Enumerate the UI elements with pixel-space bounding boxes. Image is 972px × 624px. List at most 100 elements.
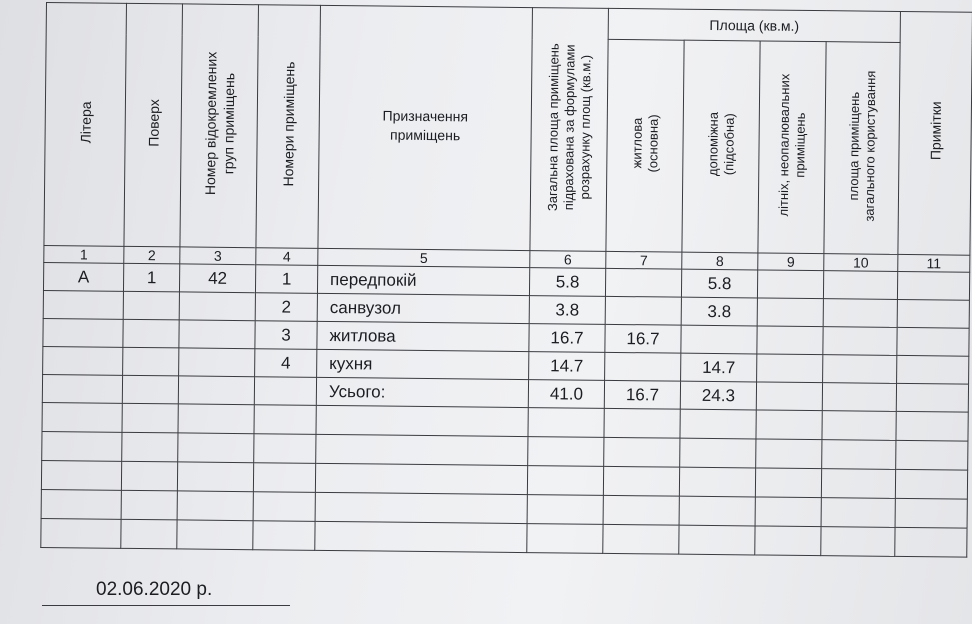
empty-cell <box>755 467 822 498</box>
cell-aux: 5.8 <box>681 269 758 298</box>
cell-total: 5.8 <box>529 267 606 297</box>
cell-total: 14.7 <box>528 351 605 381</box>
column-number: 9 <box>757 252 824 271</box>
empty-cell <box>896 411 969 442</box>
cell-litera <box>43 290 124 320</box>
date-line: 02.06.2020 р. <box>42 575 290 606</box>
header-notes: Примітки <box>897 11 972 256</box>
empty-cell <box>895 469 968 500</box>
empty-cell <box>121 461 178 491</box>
cell-notes <box>896 383 969 413</box>
cell-aux: 14.7 <box>680 353 757 382</box>
empty-cell <box>177 432 254 463</box>
cell-floor <box>122 319 180 348</box>
empty-cell <box>821 439 897 470</box>
empty-cell <box>315 463 528 495</box>
empty-cell <box>679 438 756 468</box>
cell-group <box>178 319 256 349</box>
cell-notes <box>896 355 969 385</box>
empty-cell <box>41 489 122 520</box>
cell-living <box>604 352 681 382</box>
empty-cell <box>821 497 896 528</box>
cell-room: 2 <box>255 292 318 322</box>
empty-cell <box>315 405 529 437</box>
empty-cell <box>315 434 528 466</box>
empty-cell <box>526 523 604 554</box>
cell-total: 16.7 <box>528 323 606 353</box>
empty-cell <box>894 527 968 558</box>
empty-cell <box>527 407 605 438</box>
cell-aux: 3.8 <box>681 297 758 326</box>
empty-cell <box>895 498 968 529</box>
empty-cell <box>603 437 680 468</box>
cell-summer <box>756 381 823 411</box>
header-auxiliary: допоміжна (підсобна) <box>681 40 761 253</box>
empty-cell <box>527 494 604 525</box>
empty-cell <box>42 402 123 433</box>
cell-floor: 1 <box>123 263 180 292</box>
cell-room <box>254 376 317 406</box>
empty-rows <box>40 402 969 558</box>
empty-cell <box>41 431 122 462</box>
empty-cell <box>40 518 122 549</box>
empty-cell <box>177 403 255 434</box>
header-area-group: Площа (кв.м.) <box>608 8 901 43</box>
cell-purpose: санвузол <box>317 293 530 324</box>
header-total-area: Загальна площа приміщень підрахована за … <box>529 7 609 252</box>
cell-total: 41.0 <box>528 379 605 409</box>
cell-living <box>605 268 682 298</box>
empty-cell <box>821 468 896 499</box>
empty-cell <box>120 519 178 549</box>
empty-cell <box>121 490 178 520</box>
cell-common <box>822 354 897 384</box>
header-room-number: Номери приміщень <box>255 4 321 249</box>
empty-cell <box>679 467 756 497</box>
cell-room: 3 <box>254 320 318 350</box>
column-number: 3 <box>179 246 256 265</box>
cell-living: 16.7 <box>604 324 682 354</box>
column-number: 10 <box>823 253 898 272</box>
column-number: 5 <box>317 248 530 268</box>
empty-cell <box>177 490 254 521</box>
empty-cell <box>821 410 897 441</box>
empty-cell <box>679 409 757 439</box>
header-row: Літера Поверх Номер відокремлених груп п… <box>43 2 972 256</box>
empty-cell <box>253 462 316 493</box>
document-date: 02.06.2020 р. <box>96 579 213 600</box>
cell-summer <box>757 269 824 299</box>
cell-aux: 24.3 <box>680 381 757 410</box>
empty-cell <box>252 520 316 551</box>
column-number: 6 <box>529 250 606 269</box>
empty-cell <box>314 521 528 553</box>
cell-summer <box>756 353 823 383</box>
cell-floor <box>122 347 179 376</box>
inventory-table: Літера Поверх Номер відокремлених груп п… <box>40 2 972 558</box>
header-common: площа приміщень загального користування <box>823 41 901 255</box>
empty-cell <box>603 408 681 439</box>
cell-group <box>178 347 255 377</box>
cell-group: 42 <box>179 263 256 293</box>
header-summer: літніх, неопалювальних приміщень <box>757 40 827 254</box>
column-number: 7 <box>605 251 682 270</box>
empty-cell <box>679 496 756 526</box>
empty-cell <box>820 526 896 557</box>
cell-room: 1 <box>255 264 318 294</box>
cell-notes <box>897 271 970 301</box>
cell-notes <box>896 327 970 357</box>
empty-cell <box>176 519 254 550</box>
header-litera: Літера <box>43 2 127 247</box>
empty-cell <box>253 491 316 522</box>
empty-cell <box>603 495 680 526</box>
empty-cell <box>315 492 528 524</box>
empty-cell <box>755 409 823 440</box>
cell-floor <box>123 291 180 320</box>
cell-summer <box>756 325 824 355</box>
cell-common <box>823 298 898 328</box>
empty-cell <box>177 461 254 492</box>
empty-cell <box>121 432 178 462</box>
cell-floor <box>122 375 179 404</box>
empty-cell <box>602 524 680 555</box>
column-number: 4 <box>255 247 318 266</box>
cell-aux <box>680 325 758 354</box>
empty-cell <box>755 438 822 469</box>
